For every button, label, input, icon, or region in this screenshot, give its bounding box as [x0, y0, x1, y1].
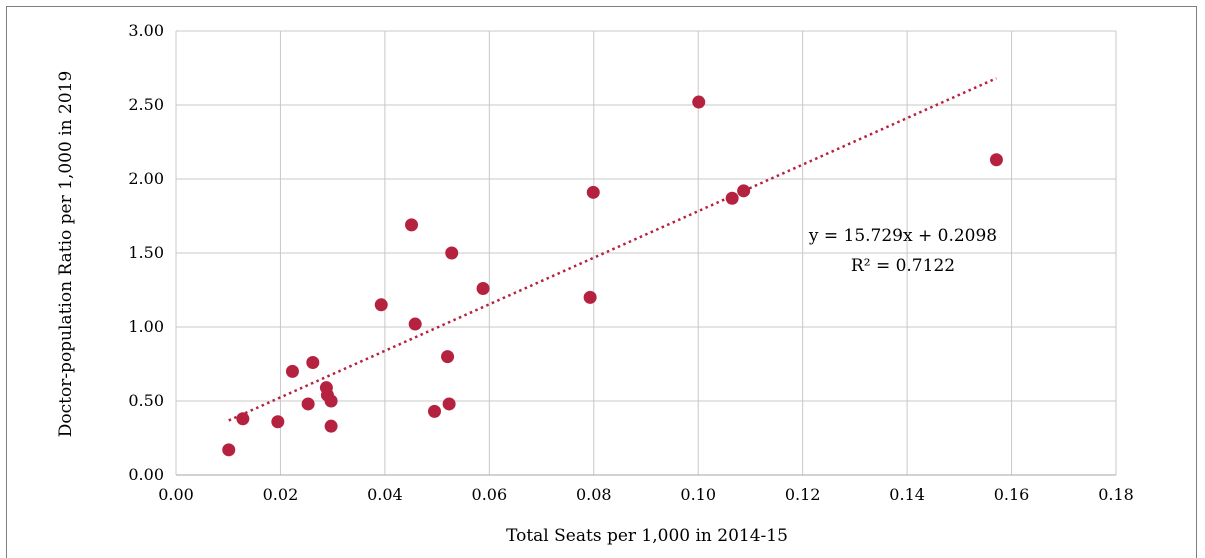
axes [175, 31, 1116, 476]
data-point [405, 218, 419, 232]
y-tick-label: 3.00 [128, 21, 164, 40]
data-point [324, 394, 338, 408]
data-point [586, 185, 600, 199]
data-point [374, 298, 388, 312]
data-point [285, 364, 299, 378]
y-tick-label: 0.50 [128, 391, 164, 410]
y-tick-label: 2.50 [128, 95, 164, 114]
data-point [236, 412, 250, 426]
data-point [442, 397, 456, 411]
data-point [583, 290, 597, 304]
data-point [324, 419, 338, 433]
x-tick-label: 0.04 [367, 485, 403, 504]
data-point [441, 350, 455, 364]
data-point [737, 184, 751, 198]
x-tick-label: 0.12 [785, 485, 821, 504]
x-tick-label: 0.16 [994, 485, 1030, 504]
data-point [725, 191, 739, 205]
y-tick-labels: 0.00 0.50 1.00 1.50 2.00 2.50 3.00 [128, 21, 164, 484]
x-tick-label: 0.08 [576, 485, 612, 504]
data-points [222, 95, 1003, 457]
trendline-equation: y = 15.729x + 0.2098 [808, 226, 997, 246]
data-point [222, 443, 236, 457]
x-tick-label: 0.18 [1098, 485, 1134, 504]
data-point [301, 397, 315, 411]
data-point [445, 246, 459, 260]
trendline-layer [228, 77, 997, 422]
data-point [989, 153, 1003, 167]
data-point [476, 282, 490, 296]
trendline [228, 77, 997, 422]
y-tick-label: 1.00 [128, 317, 164, 336]
y-tick-label: 1.50 [128, 243, 164, 262]
data-point [428, 404, 441, 418]
trendline-r-squared: R² = 0.7122 [851, 256, 955, 276]
x-tick-label: 0.02 [263, 485, 299, 504]
y-tick-label: 0.00 [128, 465, 164, 484]
x-tick-label: 0.14 [889, 485, 925, 504]
data-point [306, 356, 320, 370]
x-tick-label: 0.10 [680, 485, 716, 504]
x-tick-label: 0.00 [158, 485, 194, 504]
x-tick-labels: 0.00 0.02 0.04 0.06 0.08 0.10 0.12 0.14 0.16 0.18 [158, 485, 1134, 504]
x-axis-title: Total Seats per 1,000 in 2014-15 [506, 526, 788, 546]
y-axis-title: Doctor-population Ratio per 1,000 in 201… [56, 71, 76, 438]
gridlines [176, 30, 1117, 475]
chart-frame [6, 6, 1197, 558]
x-tick-label: 0.06 [472, 485, 508, 504]
data-point [271, 415, 285, 429]
data-point [408, 317, 422, 331]
data-point [692, 95, 706, 109]
y-tick-label: 2.00 [128, 169, 164, 188]
